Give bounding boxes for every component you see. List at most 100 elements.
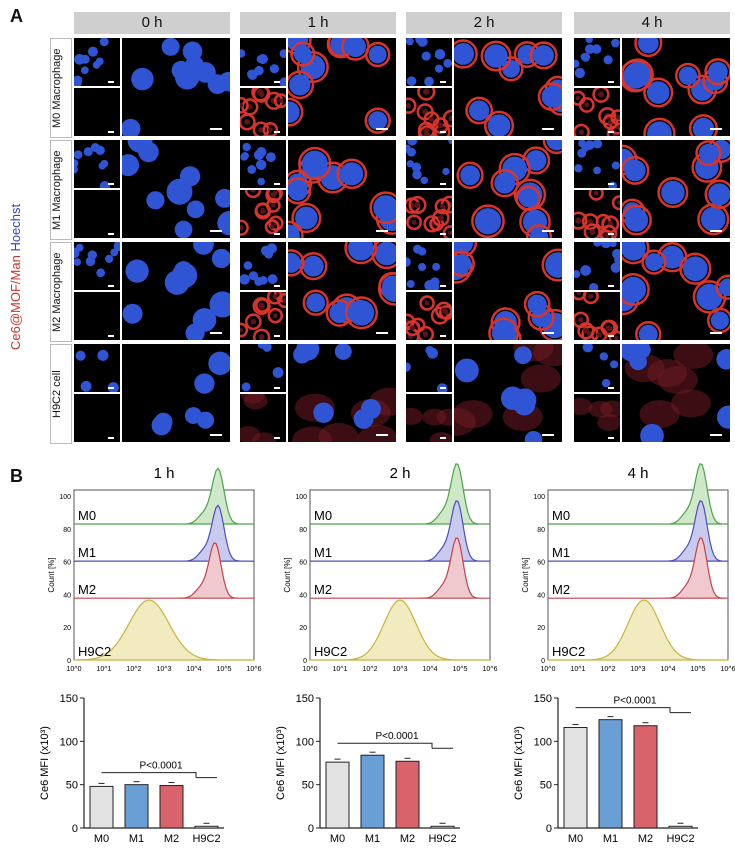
hist-series-M2	[74, 542, 254, 599]
hist-xtick: 10^6	[721, 666, 735, 673]
time-header-2: 2 h	[406, 12, 562, 34]
hist-ytick: 20	[299, 625, 307, 632]
bar-category-label: M1	[365, 833, 380, 845]
scale-bar	[274, 285, 280, 287]
hist-xtick: 10^4	[661, 666, 676, 673]
bar-ytick-label: 0	[308, 823, 314, 835]
bar-H9C2	[668, 825, 693, 829]
bar-ylabel-1: Ce6 MFI (x10³)	[275, 726, 287, 800]
bar-category-label: H9C2	[192, 833, 220, 845]
image-r3-c3-hoechst	[574, 344, 620, 392]
hist-ytick: 60	[299, 560, 307, 567]
time-header-0: 0 h	[74, 12, 230, 34]
image-r1-c2-hoechst	[406, 140, 452, 188]
panel-a-side-title: Ce6@MOF/Man Hoechst	[8, 140, 23, 350]
image-r1-c0-hoechst	[74, 140, 120, 188]
row-label-2: M2 Macrophage	[50, 242, 72, 342]
time-header-3: 4 h	[574, 12, 730, 34]
bar-M0	[563, 726, 588, 829]
image-r3-c2-hoechst	[406, 344, 452, 392]
scale-bar	[376, 230, 388, 232]
hist-title-1: 2 h	[390, 465, 411, 482]
hist-ytick: 0	[67, 658, 71, 665]
hist-series-H9C2	[73, 599, 254, 661]
hist-ytick: 100	[295, 494, 307, 501]
scale-bar	[608, 437, 614, 439]
hist-xtick: 10^6	[247, 666, 262, 673]
image-r1-c1-hoechst	[240, 140, 286, 188]
scale-bar	[542, 434, 554, 436]
scale-bar	[608, 285, 614, 287]
scale-bar	[108, 285, 114, 287]
image-r1-c0-merge	[122, 140, 230, 238]
image-r0-c3-merge	[622, 38, 730, 136]
image-r0-c0-merge	[122, 38, 230, 136]
bar-M1	[124, 784, 149, 829]
image-r0-c0-ce6	[74, 88, 120, 136]
image-r1-c1-merge	[288, 140, 396, 238]
image-r1-c3-ce6	[574, 190, 620, 238]
row-label-1: M1 Macrophage	[50, 140, 72, 240]
image-r2-c2-merge	[454, 242, 562, 340]
hist-series-M0	[310, 463, 491, 525]
hist-ytick: 80	[63, 527, 71, 534]
hist-label-M2: M2	[314, 582, 332, 597]
p-value-label-0: P<0.0001	[139, 761, 183, 772]
image-r0-c2-hoechst	[406, 38, 452, 86]
image-r2-c3-hoechst	[574, 242, 620, 290]
scale-bar	[108, 81, 114, 83]
scale-bar	[440, 233, 446, 235]
image-r3-c2-merge	[454, 344, 562, 442]
hist-series-M2	[548, 537, 729, 599]
p-value-label-2: P<0.0001	[613, 696, 657, 707]
bar-ytick-label: 50	[66, 780, 78, 792]
scale-bar	[274, 335, 280, 337]
hist-xtick: 10^5	[453, 666, 468, 673]
hist-xtick: 10^4	[423, 666, 438, 673]
scale-bar	[274, 437, 280, 439]
hist-ytick: 40	[537, 592, 545, 599]
scale-bar	[542, 332, 554, 334]
scale-bar	[608, 131, 614, 133]
bar-M2	[159, 785, 184, 829]
bar-category-label: M2	[164, 833, 179, 845]
hist-ytick: 0	[541, 658, 545, 665]
panel-b-charts: 1 h 0 20 40 60 80 100 Count [%] 10^0 10^1 10^2 10^3…	[39, 463, 735, 845]
scale-bar	[710, 128, 722, 130]
bar-ytick-label: 150	[296, 693, 314, 705]
row-label-3: H9C2 cell	[50, 344, 72, 444]
hist-ytick: 100	[59, 494, 71, 501]
hist-ytick: 80	[537, 527, 545, 534]
hist-label-H9C2: H9C2	[314, 644, 347, 659]
image-r0-c0-hoechst	[74, 38, 120, 86]
scale-bar	[210, 434, 222, 436]
scale-bar	[608, 183, 614, 185]
p-value-label-1: P<0.0001	[375, 731, 419, 742]
hist-ytick: 40	[299, 592, 307, 599]
scale-bar	[108, 387, 114, 389]
scale-bar	[440, 335, 446, 337]
hist-series-M1	[548, 500, 729, 562]
image-r3-c1-ce6	[240, 394, 286, 442]
scale-bar	[542, 128, 554, 130]
hist-series-M1	[310, 500, 490, 562]
hist-series-M1	[74, 504, 254, 562]
bar-H9C2	[430, 825, 455, 829]
hist-ytick: 60	[537, 560, 545, 567]
bar-M2	[633, 725, 658, 829]
image-r0-c1-merge	[288, 38, 396, 136]
scale-bar	[440, 285, 446, 287]
bar-ylabel-0: Ce6 MFI (x10³)	[39, 726, 51, 800]
bar-category-label: H9C2	[666, 833, 694, 845]
image-r3-c0-merge	[122, 344, 230, 442]
image-r1-c3-merge	[622, 140, 730, 238]
scale-bar	[210, 332, 222, 334]
scale-bar	[274, 387, 280, 389]
hist-ylabel: Count [%]	[521, 557, 530, 592]
scale-bar	[440, 81, 446, 83]
hist-label-H9C2: H9C2	[78, 644, 111, 659]
side-title-ce6: Ce6@MOF/Man	[8, 255, 23, 350]
hist-ytick: 20	[63, 625, 71, 632]
hist-series-M0	[548, 463, 729, 525]
scale-bar	[274, 233, 280, 235]
